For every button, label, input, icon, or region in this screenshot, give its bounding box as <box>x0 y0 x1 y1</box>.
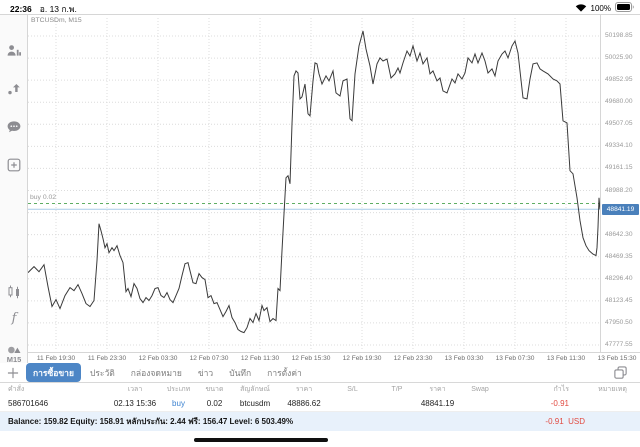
chart-symbol-label: BTCUSDm, M15 <box>31 17 82 24</box>
floating-profit: -0.91 USD <box>545 417 585 426</box>
time-axis-label: 13 Feb 07:30 <box>495 355 535 362</box>
status-date: อ. 13 ก.พ. <box>39 4 77 14</box>
time-axis-label: 12 Feb 19:30 <box>342 355 382 362</box>
col-header-2: ประเภท <box>166 386 191 393</box>
price-axis-label: 47777.55 <box>605 341 633 348</box>
price-axis-label: 49334.10 <box>605 142 633 150</box>
chat-icon[interactable] <box>6 119 22 135</box>
price-axis-label: 48642.30 <box>605 230 633 238</box>
order-cell-3: 0.02 <box>206 399 223 408</box>
bid-price-badge: 48841.19 <box>602 203 639 215</box>
status-bar: 22:36 อ. 13 ก.พ. 100% <box>0 0 640 14</box>
chart-canvas[interactable] <box>28 15 600 353</box>
time-axis-label: 12 Feb 23:30 <box>393 355 433 362</box>
price-axis-label: 49507.05 <box>605 120 633 128</box>
tab-active[interactable]: การซื้อขาย <box>26 363 81 382</box>
col-header-3: ขนาด <box>205 386 224 393</box>
time-axis-label: 12 Feb 15:30 <box>291 355 331 362</box>
windows-icon[interactable] <box>613 365 628 380</box>
tab-item[interactable]: บันทึก <box>229 367 252 378</box>
price-axis-label: 48469.35 <box>605 252 633 260</box>
time-axis-label: 11 Feb 19:30 <box>36 355 76 362</box>
order-cell-8: 48841.19 <box>420 399 455 408</box>
order-cell-10: -0.91 <box>550 399 569 408</box>
objects-icon[interactable] <box>6 340 22 356</box>
profit-currency: USD <box>568 417 585 426</box>
time-axis-label: 12 Feb 03:30 <box>138 355 178 362</box>
price-chart[interactable]: BTCUSDm, M15 buy 0.02 <box>28 14 600 352</box>
home-indicator <box>194 438 328 442</box>
time-axis-label: 13 Feb 15:30 <box>597 355 637 362</box>
clock: 22:36 <box>10 4 32 14</box>
col-header-6: S/L <box>347 386 358 393</box>
order-cell-5: 48886.62 <box>287 399 321 408</box>
time-axis-label: 11 Feb 23:30 <box>87 355 127 362</box>
price-axis-label: 49161.15 <box>605 164 633 172</box>
account-summary-bar: Balance: 159.82 Equity: 158.91 หลักประกั… <box>0 412 640 431</box>
new-order-plus-icon[interactable] <box>6 366 20 380</box>
col-header-4: สัญลักษณ์ <box>240 386 270 393</box>
timeframe-label[interactable]: M15 <box>6 355 22 364</box>
new-chart-icon[interactable] <box>6 157 22 173</box>
candlestick-icon[interactable] <box>6 284 22 300</box>
chart-toolbar-sidebar: f M15 <box>0 14 28 364</box>
col-header-7: T/P <box>391 386 403 393</box>
tab-item[interactable]: ข่าว <box>197 367 214 378</box>
open-order-row[interactable]: 586701646 02.13 15:36 buy 0.02 btcusdm 48886.… <box>0 396 640 412</box>
col-header-11: หมายเหตุ <box>598 386 627 393</box>
open-position-label: buy 0.02 <box>30 194 57 202</box>
order-cell-0: 586701646 <box>8 399 49 408</box>
col-header-8: ราคา <box>429 386 446 393</box>
price-axis-label: 48988.20 <box>605 186 633 194</box>
indicator-f-icon[interactable]: f <box>11 311 17 326</box>
time-axis-label: 12 Feb 07:30 <box>189 355 229 362</box>
order-cell-2: buy <box>172 399 185 408</box>
tab-item[interactable]: การตั้งค่า <box>267 367 302 378</box>
price-axis-label: 49680.00 <box>605 98 633 106</box>
price-axis-label: 50025.90 <box>605 54 633 62</box>
time-axis-label: 13 Feb 11:30 <box>546 355 586 362</box>
order-cell-4: btcusdm <box>239 399 271 408</box>
col-header-0: คำสั่ง <box>8 386 25 393</box>
col-header-10: กำไร <box>553 386 569 393</box>
trade-arrow-icon[interactable] <box>6 81 22 97</box>
battery-icon <box>615 2 635 14</box>
bottom-tab-bar: การซื้อขาย ประวัติ กล่องจดหมาย ข่าว บันทึก กา… <box>0 363 640 383</box>
orders-table-header: คำสั่ง เวลา ประเภท ขนาด สัญลักษณ์ ราคา S/L T/P ร… <box>0 383 640 396</box>
wifi-icon <box>575 3 587 14</box>
order-cell-1: 02.13 15:36 <box>113 399 157 408</box>
col-header-1: เวลา <box>127 386 143 393</box>
col-header-9: Swap <box>471 386 489 393</box>
profit-value: -0.91 <box>545 417 564 426</box>
time-axis-label: 13 Feb 03:30 <box>444 355 484 362</box>
battery-percent: 100% <box>590 3 611 13</box>
price-axis-label: 48123.45 <box>605 296 633 304</box>
account-summary-text: Balance: 159.82 Equity: 158.91 หลักประกั… <box>8 417 294 426</box>
price-axis-label: 48296.40 <box>605 274 633 282</box>
price-axis[interactable]: 48841.19 50198.85 50025.90 49852.95 49680.0… <box>600 14 640 352</box>
price-axis-label: 47950.50 <box>605 318 633 326</box>
time-axis-label: 12 Feb 11:30 <box>240 355 280 362</box>
tab-item[interactable]: ประวัติ <box>89 367 115 378</box>
price-axis-label: 49852.95 <box>605 76 633 84</box>
price-axis-label: 50198.85 <box>605 32 633 39</box>
col-header-5: ราคา <box>295 386 313 393</box>
time-axis[interactable]: 11 Feb 19:30 11 Feb 23:30 12 Feb 03:30 12 F… <box>28 352 640 363</box>
trader-icon[interactable] <box>6 43 22 59</box>
panel-tabs: การซื้อขาย ประวัติ กล่องจดหมาย ข่าว บันทึก กา… <box>26 363 309 382</box>
tab-item[interactable]: กล่องจดหมาย <box>130 367 182 378</box>
price-line-series <box>28 30 600 334</box>
